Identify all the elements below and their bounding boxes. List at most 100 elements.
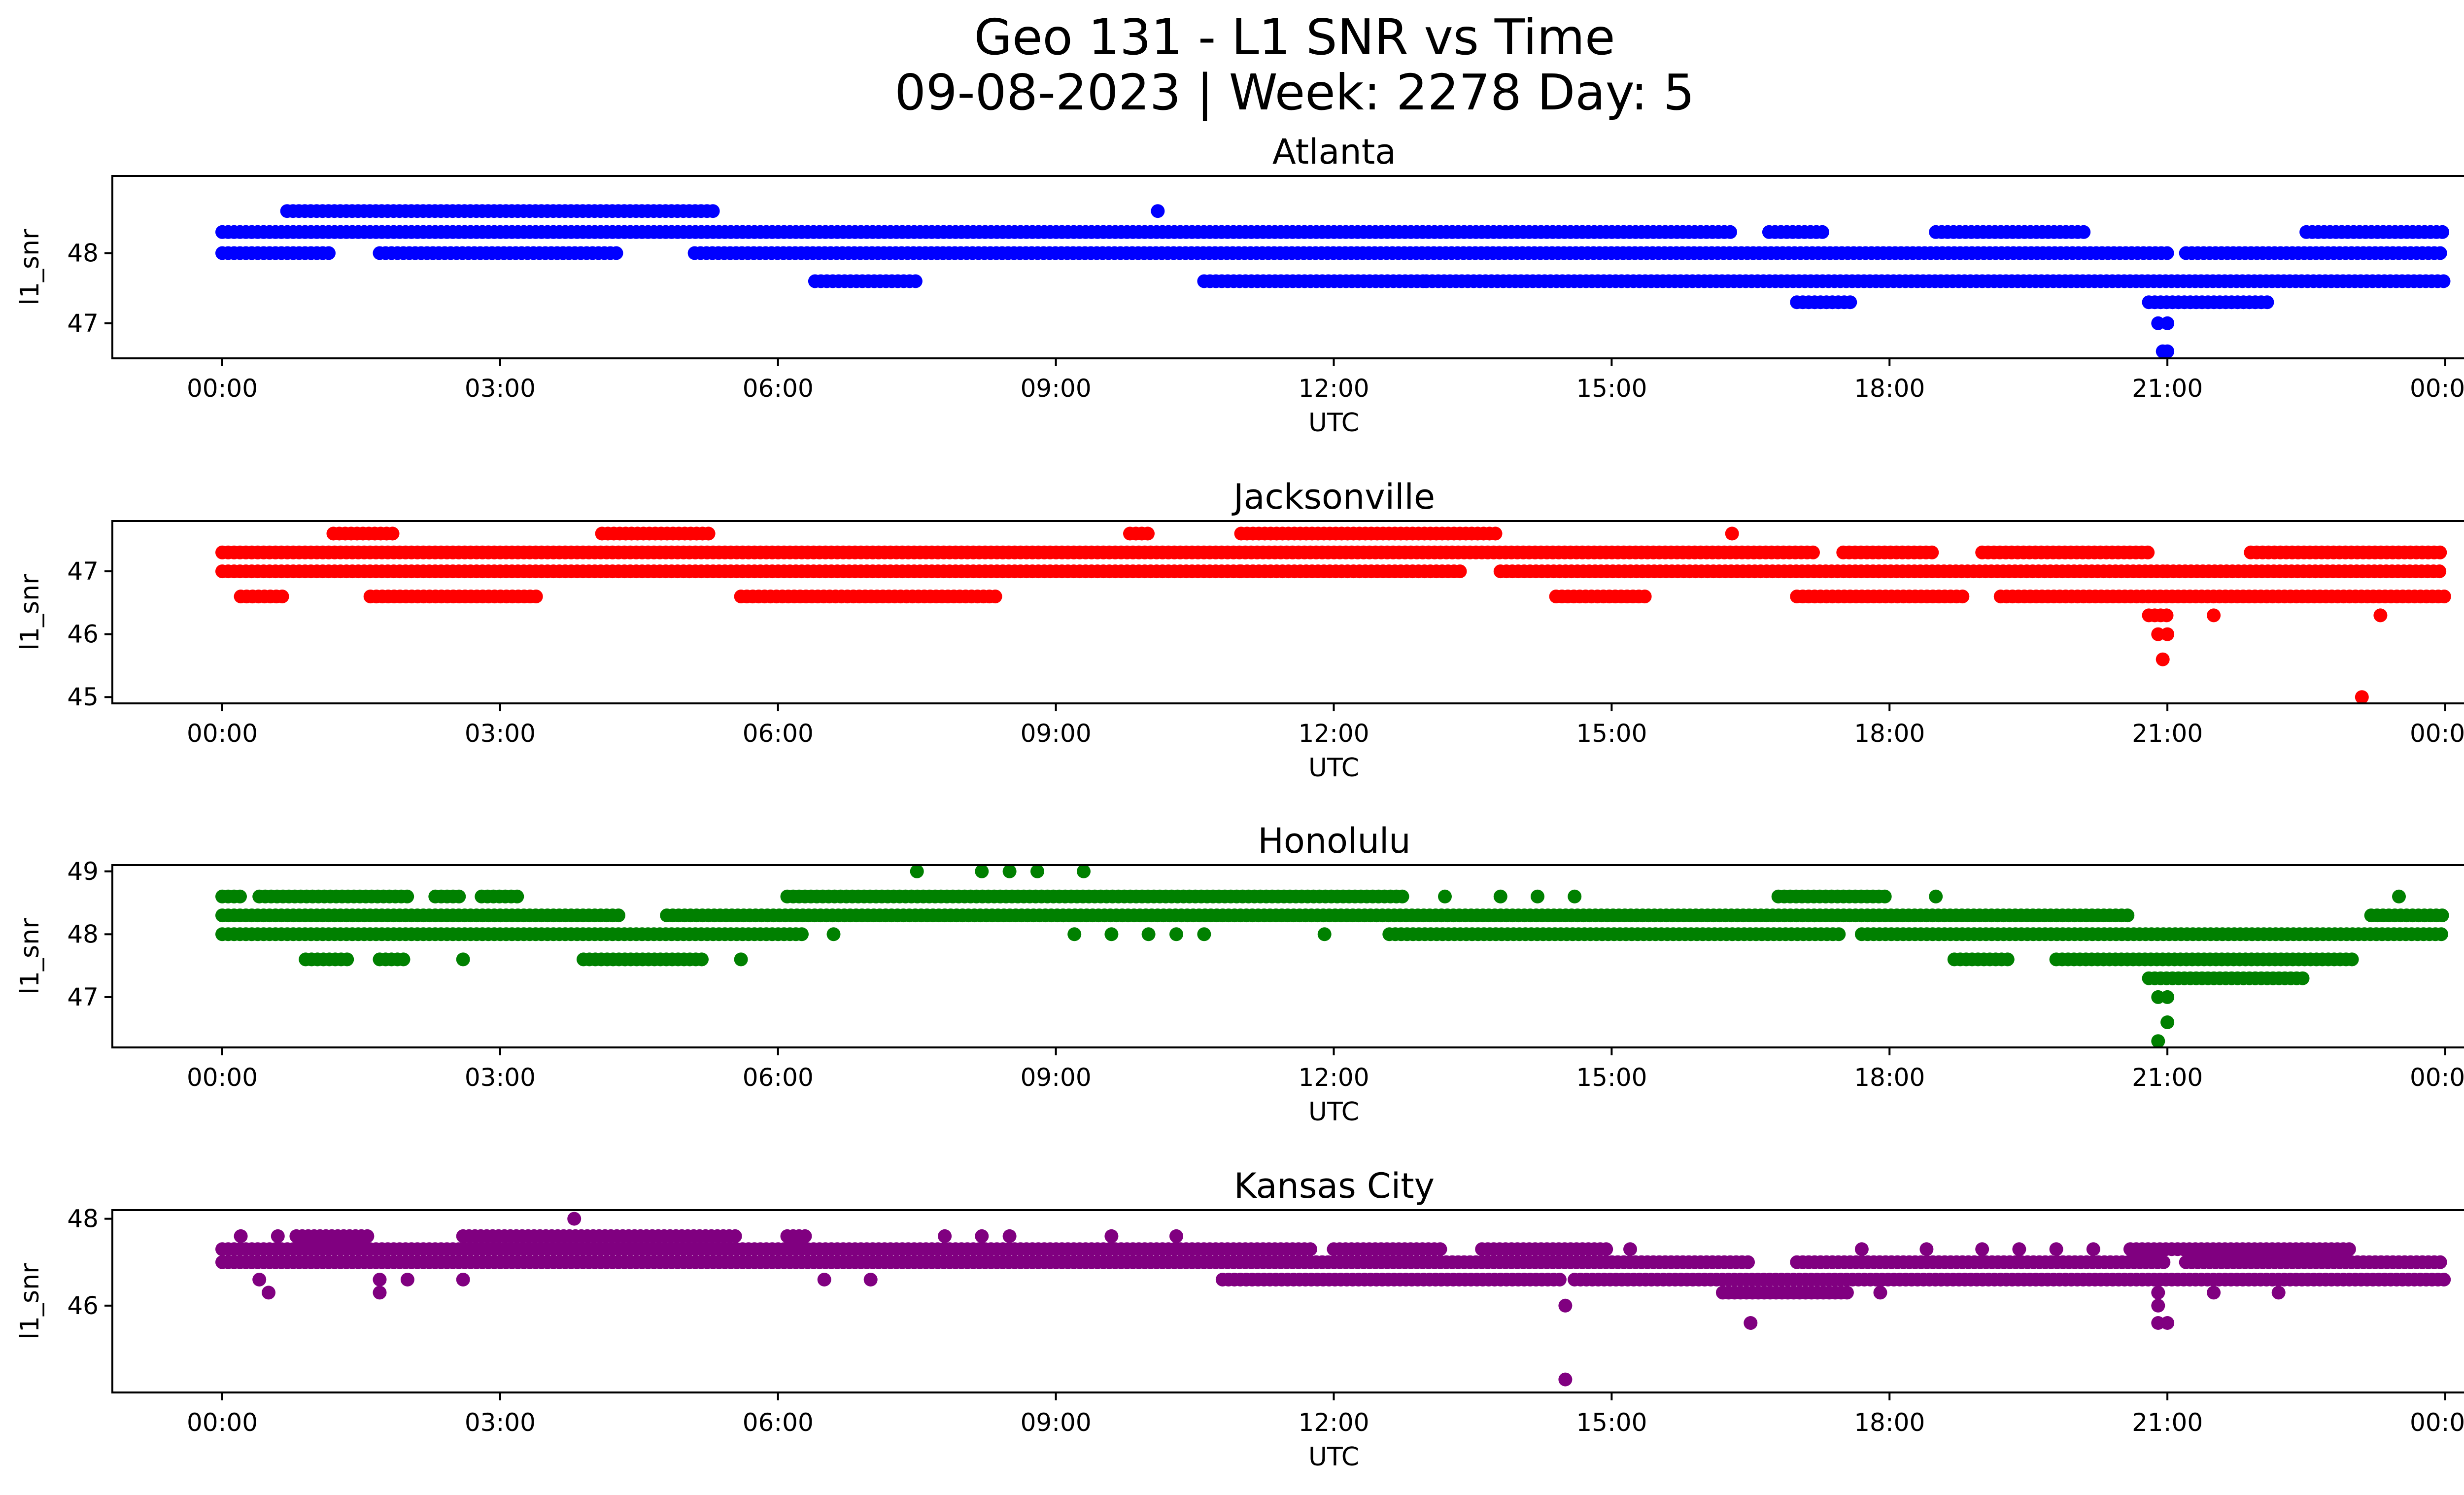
panel-title: Kansas City xyxy=(1234,1166,1435,1206)
data-point xyxy=(262,1286,275,1300)
y-tick-label: 46 xyxy=(67,1291,99,1320)
data-point xyxy=(2295,971,2310,985)
y-tick-label: 47 xyxy=(67,309,99,338)
data-point xyxy=(2160,1015,2175,1029)
data-point xyxy=(252,1273,267,1286)
data-point xyxy=(2436,274,2451,288)
data-point xyxy=(908,274,923,288)
data-point xyxy=(863,1273,878,1286)
data-point xyxy=(1493,889,1507,904)
data-point xyxy=(2049,1242,2063,1256)
x-tick-label: 12:00 xyxy=(1298,374,1369,403)
data-point xyxy=(452,889,466,904)
data-point xyxy=(1077,864,1091,878)
data-point xyxy=(1558,1298,1573,1313)
y-tick-label: 47 xyxy=(67,557,99,586)
x-tick-label: 00:00 xyxy=(2410,1063,2464,1092)
data-point xyxy=(1317,927,1332,941)
data-point xyxy=(2433,545,2447,559)
data-point xyxy=(1623,1242,1637,1256)
x-tick-label: 21:00 xyxy=(2132,1408,2203,1437)
data-point xyxy=(2156,652,2170,666)
data-point xyxy=(1815,225,1829,239)
data-point xyxy=(1002,1229,1017,1243)
y-tick-label: 45 xyxy=(67,683,99,711)
data-point xyxy=(2434,927,2448,941)
data-point xyxy=(1599,1242,1613,1256)
data-point xyxy=(2392,889,2406,904)
x-tick-label: 12:00 xyxy=(1298,719,1369,748)
x-tick-label: 09:00 xyxy=(1021,1063,1092,1092)
data-point xyxy=(1873,1286,1887,1300)
x-tick-label: 00:00 xyxy=(2410,374,2464,403)
data-points xyxy=(215,204,2451,358)
x-tick-label: 00:00 xyxy=(187,719,258,748)
data-point xyxy=(1303,1242,1317,1256)
data-point xyxy=(734,952,748,967)
data-point xyxy=(1840,1286,1854,1300)
x-tick-label: 09:00 xyxy=(1021,1408,1092,1437)
data-point xyxy=(2160,627,2175,641)
y-axis-label: l1_snr xyxy=(15,574,45,651)
y-tick-label: 47 xyxy=(67,983,99,1011)
x-tick-label: 06:00 xyxy=(743,719,814,748)
data-point xyxy=(2151,1286,2165,1300)
data-point xyxy=(2141,545,2155,559)
data-point xyxy=(400,1273,414,1286)
data-point xyxy=(2121,908,2135,923)
data-point xyxy=(1725,526,1739,541)
data-point xyxy=(826,927,841,941)
data-point xyxy=(1141,927,1156,941)
data-point xyxy=(1806,545,1820,559)
data-point xyxy=(1141,526,1155,541)
data-point xyxy=(1955,590,1970,604)
data-point xyxy=(456,952,470,967)
data-point xyxy=(234,1229,248,1243)
data-point xyxy=(1169,1229,1183,1243)
data-point xyxy=(988,590,1002,604)
x-tick-label: 18:00 xyxy=(1854,1063,1925,1092)
data-point xyxy=(360,1229,375,1243)
x-axis-label: UTC xyxy=(1308,1442,1359,1472)
x-tick-label: 00:00 xyxy=(2410,1408,2464,1437)
x-tick-label: 15:00 xyxy=(1576,1408,1647,1437)
data-point xyxy=(1975,1242,1989,1256)
data-point xyxy=(1832,927,1846,941)
data-point xyxy=(701,526,716,541)
y-tick-label: 46 xyxy=(67,620,99,649)
x-tick-label: 00:00 xyxy=(187,1408,258,1437)
data-point xyxy=(2207,608,2221,623)
data-point xyxy=(2012,1242,2026,1256)
x-tick-label: 18:00 xyxy=(1854,719,1925,748)
x-tick-label: 15:00 xyxy=(1576,719,1647,748)
data-point xyxy=(396,952,411,967)
data-point xyxy=(2160,990,2175,1004)
y-axis-label: l1_snr xyxy=(15,1263,45,1340)
data-point xyxy=(2432,564,2447,579)
data-point xyxy=(1638,590,1652,604)
x-tick-label: 00:00 xyxy=(187,374,258,403)
data-point xyxy=(695,952,709,967)
data-point xyxy=(1002,864,1017,878)
data-point xyxy=(2435,908,2449,923)
data-point xyxy=(529,590,543,604)
data-point xyxy=(2260,295,2274,310)
data-point xyxy=(2160,1316,2175,1330)
data-point xyxy=(795,927,809,941)
data-point xyxy=(2159,608,2174,623)
data-point xyxy=(2160,316,2175,330)
x-tick-label: 09:00 xyxy=(1021,719,1092,748)
x-tick-label: 06:00 xyxy=(743,1408,814,1437)
data-point xyxy=(1169,927,1183,941)
data-points xyxy=(215,526,2451,704)
data-point xyxy=(2355,690,2369,704)
data-point xyxy=(2342,1242,2356,1256)
data-point xyxy=(456,1273,470,1286)
data-point xyxy=(1395,889,1409,904)
data-point xyxy=(1453,564,1467,579)
data-point xyxy=(1843,295,1857,310)
data-point xyxy=(510,889,524,904)
y-tick-label: 48 xyxy=(67,1205,99,1233)
data-point xyxy=(2345,952,2359,967)
